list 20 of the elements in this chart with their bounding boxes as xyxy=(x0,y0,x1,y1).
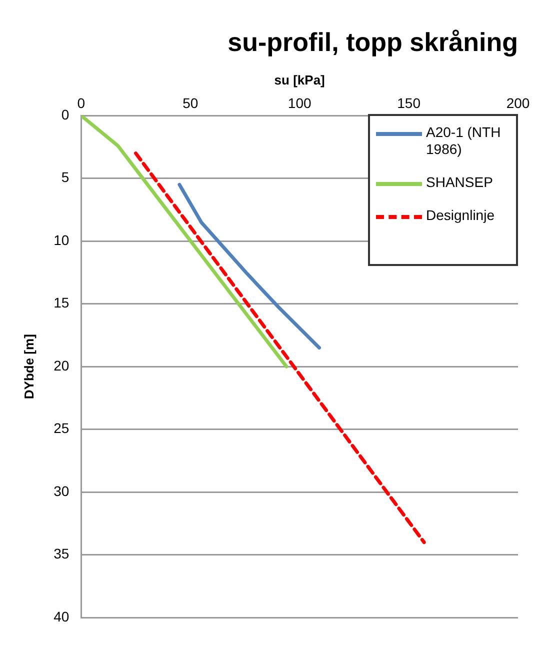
x-axis-title: su [kPa] xyxy=(274,72,325,88)
y-tick-label: 15 xyxy=(54,294,70,311)
x-tick-label: 100 xyxy=(288,95,312,112)
y-tick-label: 25 xyxy=(54,420,70,436)
x-tick-label: 200 xyxy=(506,95,530,112)
y-tick-label: 0 xyxy=(61,106,70,122)
y-tick-label: 20 xyxy=(54,357,70,374)
y-tick-label: 35 xyxy=(54,546,70,562)
chart-title: su-profil, topp skråning xyxy=(228,26,518,57)
legend-label: A20-1 (NTH 1986) xyxy=(426,124,502,158)
y-tick-label: 40 xyxy=(54,608,70,624)
x-tick-label: 0 xyxy=(77,95,86,112)
y-axis-title: DYbde [m] xyxy=(21,334,36,400)
y-tick-label: 10 xyxy=(54,232,70,248)
legend-label: Designlinje xyxy=(426,206,494,224)
x-tick-label: 150 xyxy=(397,95,421,112)
x-tick-label: 50 xyxy=(182,95,198,112)
y-tick-label: 5 xyxy=(61,169,70,186)
y-tick-label: 30 xyxy=(54,482,70,499)
legend-label: SHANSEP xyxy=(426,174,493,191)
